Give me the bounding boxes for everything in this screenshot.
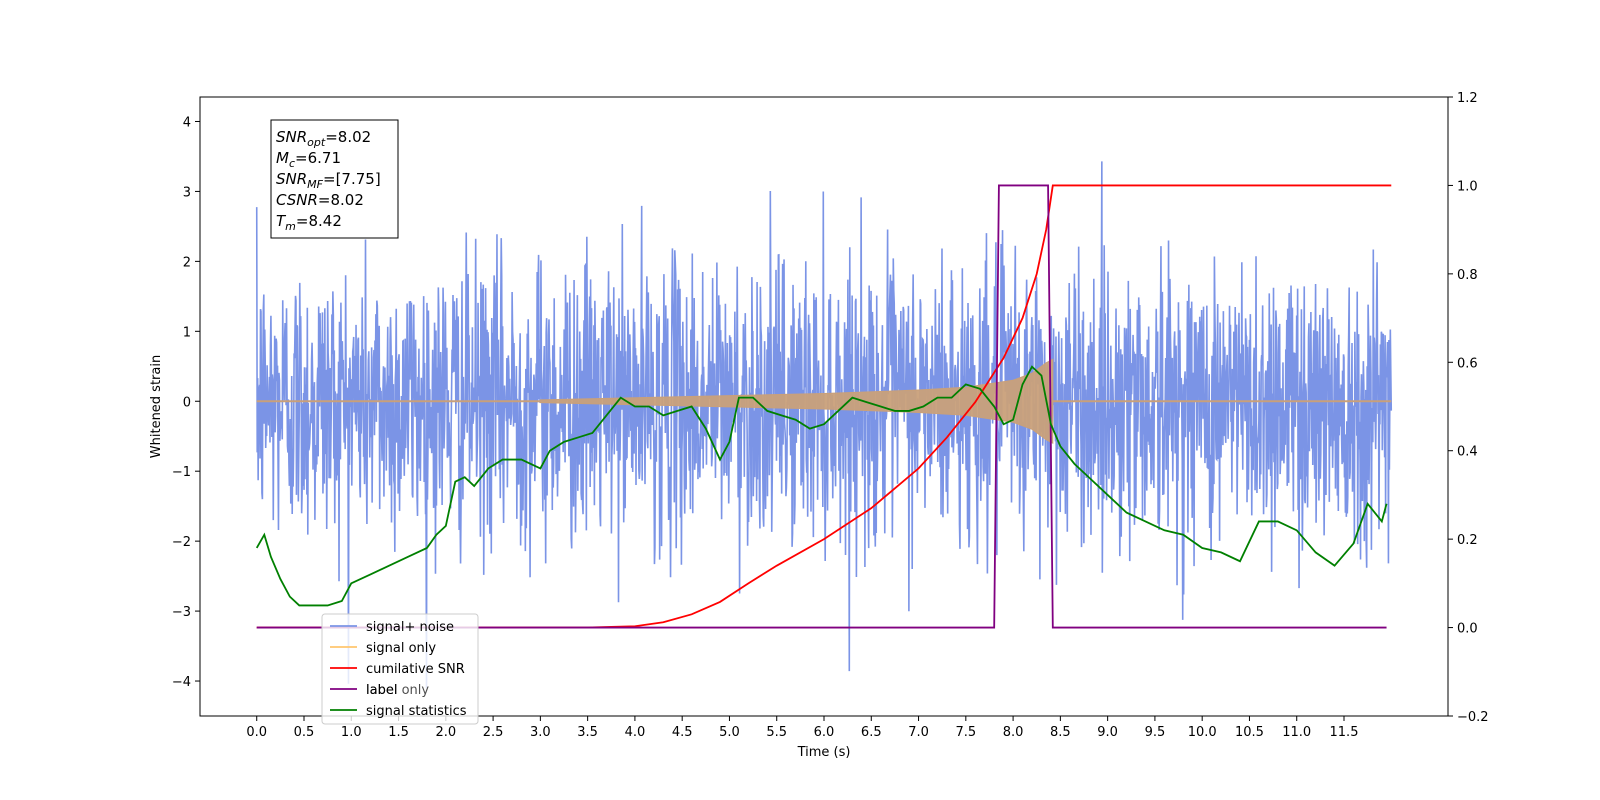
y2-tick-label: 1.0	[1457, 179, 1478, 194]
series-signal-only	[256, 358, 1392, 445]
x-tick-label: 3.0	[530, 725, 551, 740]
x-tick-label: 7.0	[908, 725, 929, 740]
x-tick-label: 8.0	[1003, 725, 1024, 740]
legend-entry-label: cumilative SNR	[366, 662, 465, 677]
x-tick-label: 11.5	[1330, 725, 1359, 740]
info-line: Mc=6.71	[276, 149, 341, 170]
x-tick-label: 10.0	[1188, 725, 1217, 740]
x-axis-label: Time (s)	[797, 745, 851, 760]
y2-tick-label: −0.2	[1457, 710, 1489, 725]
x-tick-label: 2.0	[435, 725, 456, 740]
y2-tick-label: 0.8	[1457, 268, 1478, 283]
info-line: CSNR=8.02	[276, 191, 364, 209]
legend-entry-label: signal statistics	[366, 704, 467, 719]
series-label	[256, 184, 1387, 629]
x-tick-label: 1.0	[341, 725, 362, 740]
x-tick-label: 10.5	[1235, 725, 1264, 740]
axes: 0.0 0.5 1.0 1.5 2.0 2.5 3.0 3.5 4.0 4.5 5.0 5.5 6.0 6…	[172, 91, 1489, 740]
y-tick-label: 3	[183, 185, 191, 200]
x-tick-label: 8.5	[1050, 725, 1071, 740]
noise-line	[255, 161, 1393, 689]
y-tick-label: 1	[183, 325, 191, 340]
x-tick-label: 0.0	[246, 725, 267, 740]
series-signal-statistics	[255, 365, 1388, 607]
info-line: Tm=8.42	[276, 212, 342, 233]
x-tick-label: 3.5	[577, 725, 598, 740]
x-tick-label: 6.5	[861, 725, 882, 740]
y-tick-label: 2	[183, 255, 191, 270]
legend-entry-label: label only	[366, 683, 429, 698]
legend: signal+ noise signal only cumilative SNR la…	[321, 613, 479, 725]
series-lines	[255, 184, 1392, 629]
x-tick-label: 5.5	[766, 725, 787, 740]
x-tick-label: 4.5	[672, 725, 693, 740]
signal-only-envelope	[539, 358, 1054, 445]
x-tick-label: 9.5	[1145, 725, 1166, 740]
x-tick-label: 7.5	[955, 725, 976, 740]
x-tick-label: 9.0	[1097, 725, 1118, 740]
info-box-frame	[270, 119, 399, 239]
y2-tick-label: 0.0	[1457, 622, 1478, 637]
legend-entry-label: signal+ noise	[366, 620, 454, 635]
y-axis-label: Whitened strain	[149, 355, 164, 458]
series-cumilative-snr	[256, 184, 1392, 629]
y2-tick-label: 1.2	[1457, 91, 1478, 106]
y2-tick-label: 0.4	[1457, 445, 1478, 460]
legend-frame	[321, 613, 479, 725]
x-tick-label: 1.5	[388, 725, 409, 740]
y-tick-label: −2	[172, 535, 191, 550]
series-signal-plus-noise	[255, 161, 1393, 689]
x-tick-label: 2.5	[483, 725, 504, 740]
y-tick-label: −4	[172, 675, 191, 690]
x-tick-label: 4.0	[625, 725, 646, 740]
legend-entry-label: label	[366, 683, 397, 698]
y-tick-label: 0	[183, 395, 191, 410]
x-tick-label: 5.0	[719, 725, 740, 740]
x-tick-label: 11.0	[1282, 725, 1311, 740]
y-tick-label: 4	[183, 115, 191, 130]
x-tick-label: 6.0	[814, 725, 835, 740]
y2-tick-label: 0.6	[1457, 356, 1478, 371]
x-tick-label: 0.5	[294, 725, 315, 740]
y-tick-label: −3	[172, 605, 191, 620]
info-line: SNRopt=8.02	[276, 128, 371, 149]
y2-tick-label: 0.2	[1457, 533, 1478, 548]
legend-entry-label: signal only	[366, 641, 436, 656]
info-line: SNRMF=[7.75]	[276, 170, 381, 191]
y-tick-label: −1	[172, 465, 191, 480]
